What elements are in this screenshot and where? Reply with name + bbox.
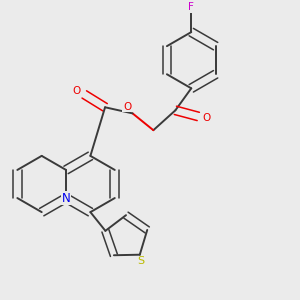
Text: S: S [138,256,145,266]
Text: O: O [72,86,80,96]
Text: N: N [62,192,70,205]
Text: O: O [203,113,211,123]
Text: O: O [123,102,131,112]
Text: F: F [188,2,194,12]
